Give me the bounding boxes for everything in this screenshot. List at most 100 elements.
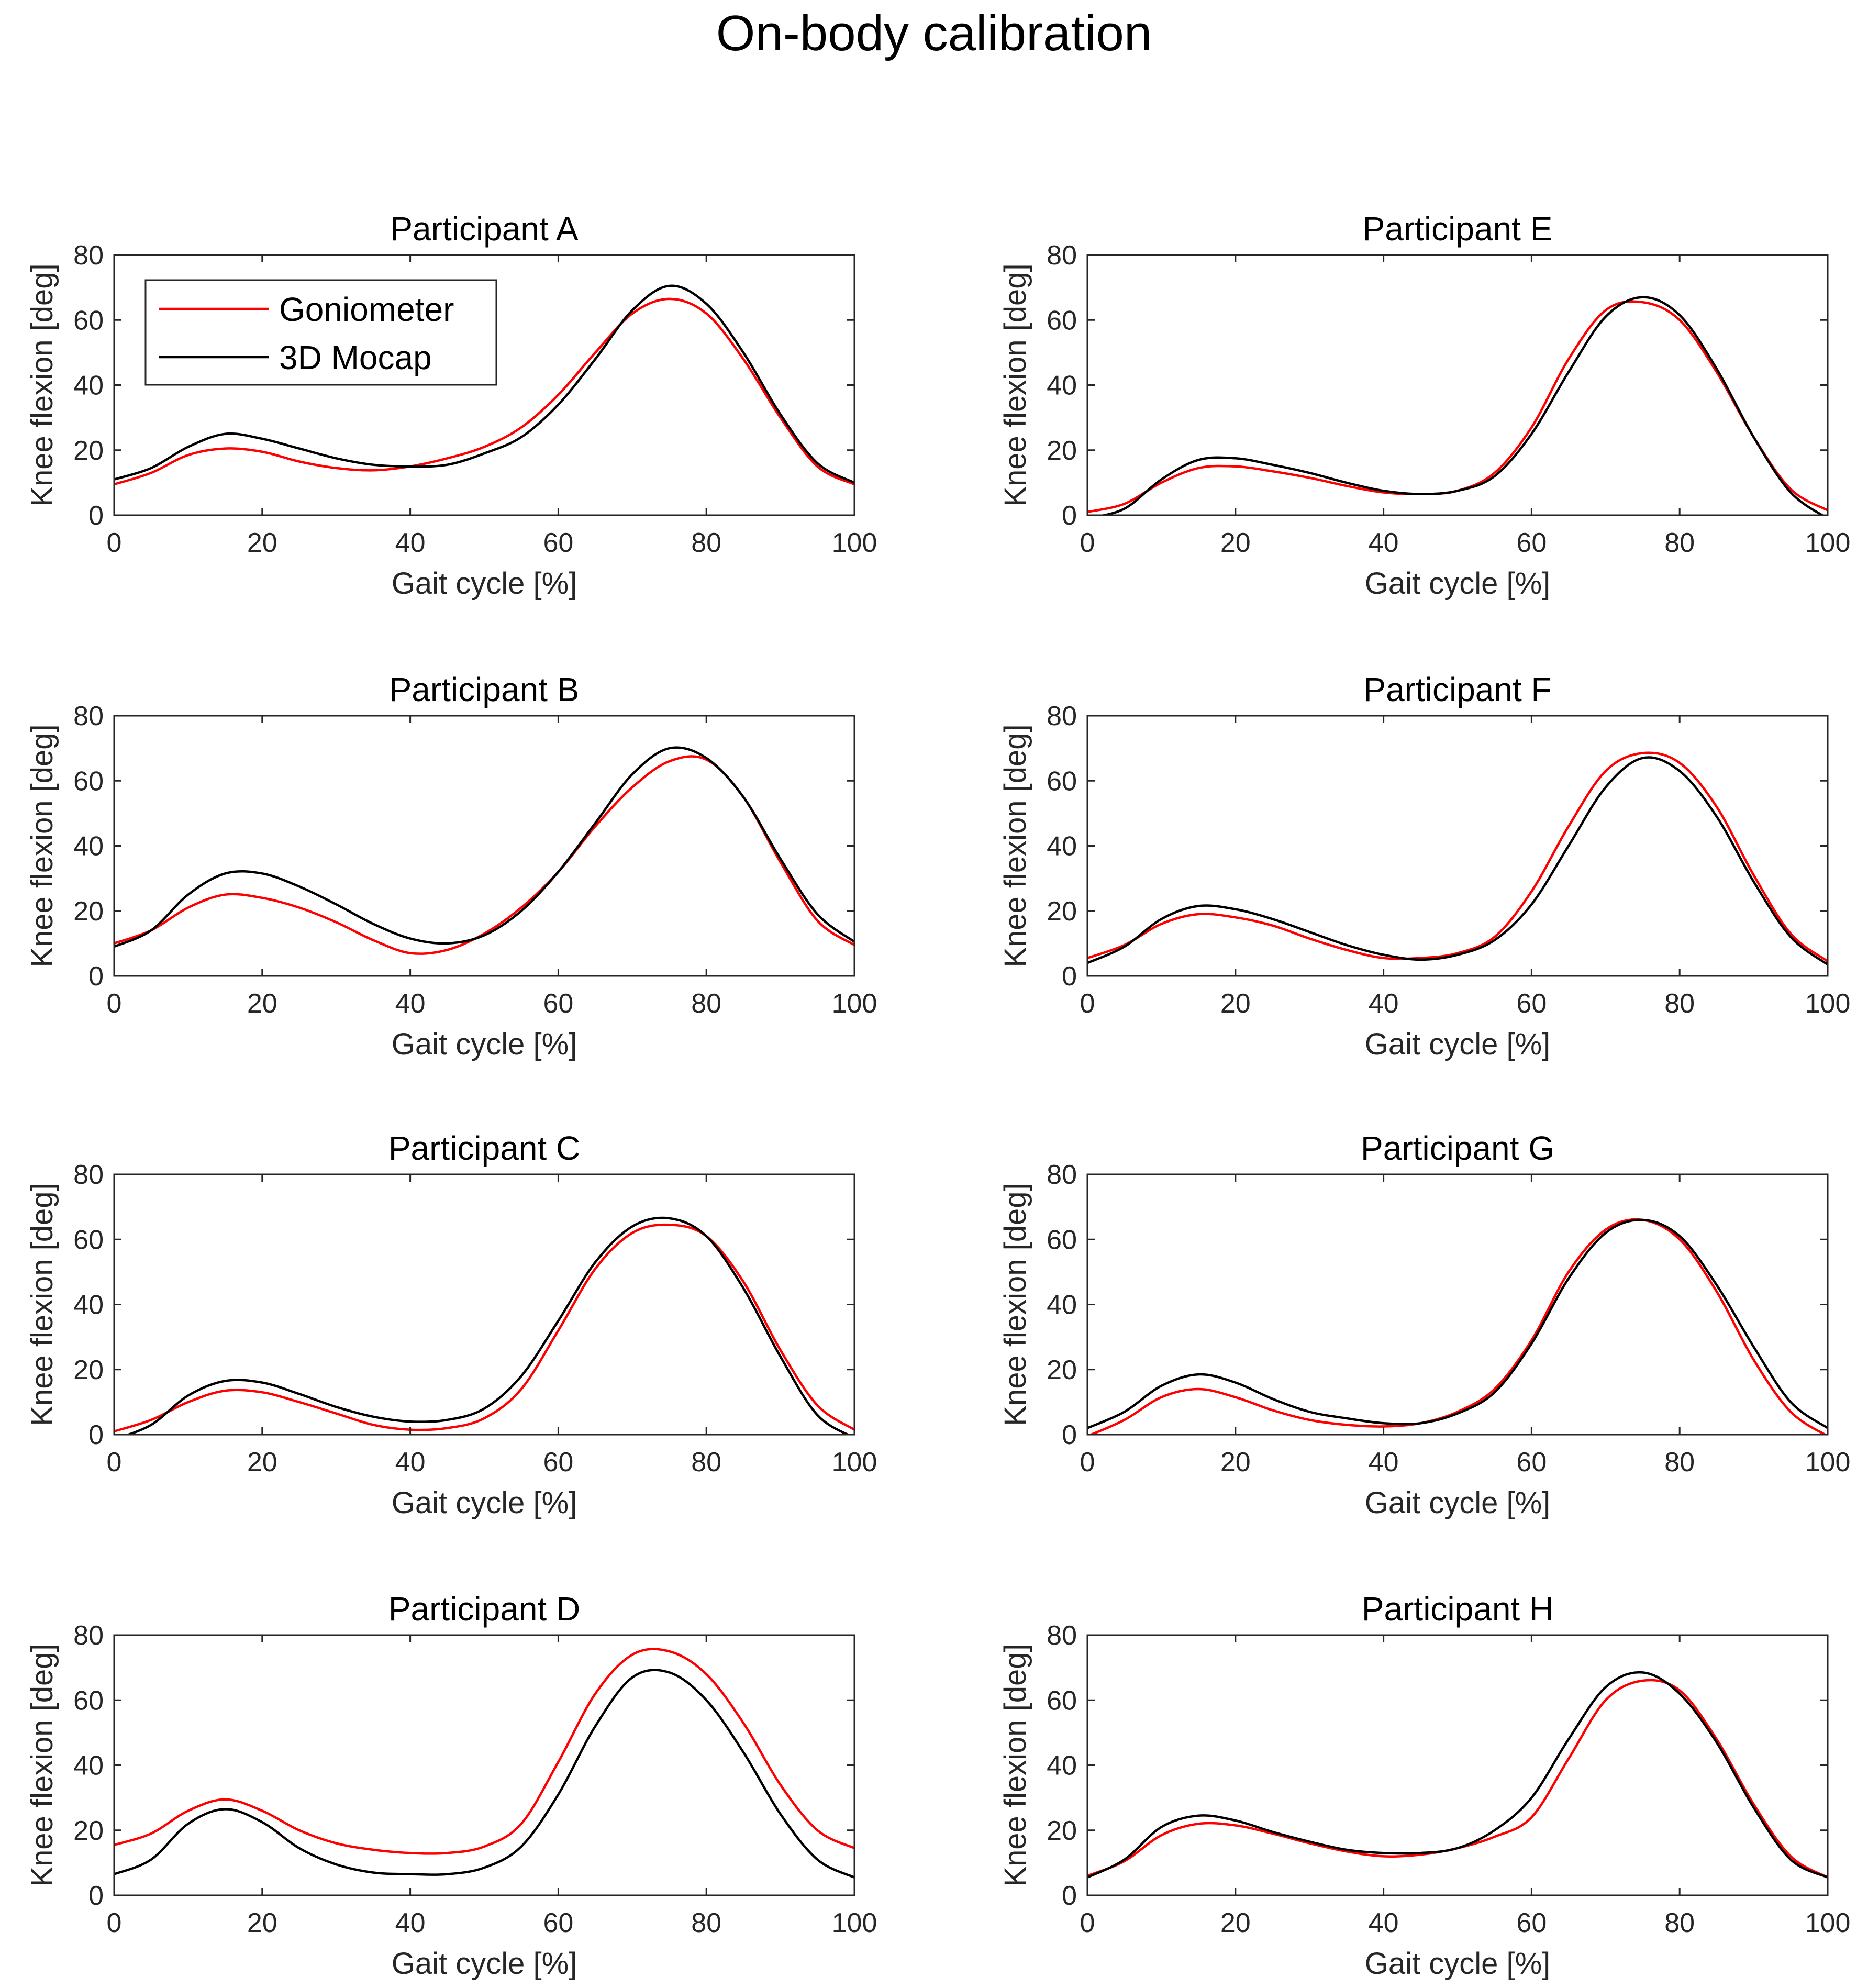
y-tick-label: 20: [73, 1816, 104, 1846]
x-tick-label: 0: [107, 528, 122, 558]
x-axis-label: Gait cycle [%]: [392, 567, 577, 601]
x-tick-label: 60: [543, 989, 573, 1019]
y-tick-label: 60: [1047, 1225, 1077, 1255]
y-tick-label: 80: [73, 701, 104, 731]
y-tick-label: 20: [1047, 436, 1077, 466]
y-tick-label: 80: [73, 1160, 104, 1190]
y-tick-label: 40: [1047, 371, 1077, 401]
x-tick-label: 40: [1369, 1908, 1399, 1938]
plot-area-frame: [113, 1634, 855, 1896]
y-tick-label: 40: [73, 1290, 104, 1320]
x-axis-label: Gait cycle [%]: [1365, 567, 1551, 601]
panel-participant-b: 0 20 40 60 80 100 0 20 40 60 80 Participant B Gait c…: [25, 671, 877, 1061]
y-axis-label: Knee flexion [deg]: [25, 1183, 59, 1426]
x-tick-label: 80: [691, 989, 721, 1019]
y-tick-label: 60: [1047, 1685, 1077, 1716]
x-tick-label: 40: [395, 1908, 426, 1938]
y-axis-label: Knee flexion [deg]: [998, 724, 1032, 967]
y-tick-label: 60: [73, 305, 104, 336]
panel-title: Participant D: [388, 1590, 580, 1628]
x-tick-label: 60: [1516, 1908, 1547, 1938]
y-tick-label: 20: [1047, 1816, 1077, 1846]
subplot-grid: 0 20 40 60 80 100 0 20 40 60 80 Participant A Gait c…: [25, 210, 1850, 1981]
panel-participant-d: 0 20 40 60 80 100 0 20 40 60 80 Participant D Gait c…: [25, 1590, 877, 1981]
y-tick-label: 0: [88, 1881, 104, 1911]
x-tick-label: 20: [247, 1447, 277, 1478]
plot-area-frame: [113, 1173, 855, 1436]
y-tick-label: 20: [1047, 896, 1077, 927]
y-tick-label: 60: [1047, 766, 1077, 796]
x-tick-label: 40: [1369, 989, 1399, 1019]
series-line-goniometer: [114, 297, 854, 486]
series-line-goniometer: [1087, 751, 1828, 962]
panel-participant-e: 0 20 40 60 80 100 0 20 40 60 80 Participant E Gait c…: [998, 210, 1850, 601]
series-line-3d-mocap: [1087, 1218, 1828, 1429]
y-tick-label: 80: [1047, 1620, 1077, 1651]
y-axis-label: Knee flexion [deg]: [998, 1183, 1032, 1426]
x-axis-label: Gait cycle [%]: [392, 1947, 577, 1981]
y-tick-label: 40: [73, 831, 104, 862]
x-tick-label: 40: [1369, 1447, 1399, 1478]
y-axis-label: Knee flexion [deg]: [25, 1643, 59, 1886]
x-tick-label: 60: [1516, 989, 1547, 1019]
series-line-3d-mocap: [1087, 756, 1828, 966]
x-tick-label: 20: [1220, 1447, 1251, 1478]
y-tick-label: 60: [73, 1225, 104, 1255]
panel-title: Participant B: [390, 671, 580, 708]
series-line-goniometer: [114, 1648, 854, 1855]
plot-area-frame: [1086, 715, 1829, 977]
y-tick-label: 40: [1047, 1751, 1077, 1781]
y-tick-label: 0: [1062, 1881, 1077, 1911]
panel-title: Participant A: [390, 210, 579, 248]
panel-participant-h: 0 20 40 60 80 100 0 20 40 60 80 Participant H Gait c…: [998, 1590, 1850, 1981]
x-tick-label: 80: [691, 1908, 721, 1938]
x-tick-label: 0: [107, 1447, 122, 1478]
x-axis-label: Gait cycle [%]: [392, 1027, 577, 1061]
x-tick-label: 80: [1664, 1908, 1695, 1938]
x-tick-label: 100: [1805, 989, 1851, 1019]
x-tick-label: 40: [395, 1447, 426, 1478]
legend-label-3d-mocap: 3D Mocap: [279, 339, 432, 376]
x-tick-label: 80: [1664, 989, 1695, 1019]
panel-participant-g: 0 20 40 60 80 100 0 20 40 60 80 Participant G Gait c…: [998, 1129, 1850, 1520]
x-tick-label: 60: [543, 1908, 573, 1938]
y-axis-label: Knee flexion [deg]: [25, 724, 59, 967]
x-tick-label: 40: [395, 989, 426, 1019]
y-tick-label: 40: [73, 1751, 104, 1781]
plot-area-frame: [1086, 1173, 1829, 1436]
series-line-3d-mocap: [114, 746, 854, 948]
series-line-goniometer: [114, 1223, 854, 1432]
y-axis-label: Knee flexion [deg]: [998, 263, 1032, 506]
x-tick-label: 40: [395, 528, 426, 558]
y-axis-label: Knee flexion [deg]: [25, 263, 59, 506]
x-tick-label: 100: [832, 989, 877, 1019]
x-tick-label: 20: [1220, 1908, 1251, 1938]
series-line-3d-mocap: [114, 284, 854, 484]
legend-box: [144, 279, 497, 386]
plot-area-frame: [1086, 1634, 1829, 1896]
x-tick-label: 100: [1805, 1447, 1851, 1478]
x-tick-label: 0: [1080, 989, 1095, 1019]
y-tick-label: 20: [1047, 1355, 1077, 1385]
x-tick-label: 60: [1516, 528, 1547, 558]
y-tick-label: 0: [88, 961, 104, 992]
y-tick-label: 20: [73, 896, 104, 927]
y-tick-label: 60: [73, 766, 104, 796]
x-tick-label: 20: [1220, 528, 1251, 558]
x-tick-label: 100: [832, 1908, 877, 1938]
plot-area-frame: [1086, 254, 1829, 516]
panel-participant-f: 0 20 40 60 80 100 0 20 40 60 80 Participant F Gait c…: [998, 671, 1850, 1061]
x-tick-label: 100: [1805, 528, 1851, 558]
panel-participant-c: 0 20 40 60 80 100 0 20 40 60 80 Participant C Gait c…: [25, 1129, 877, 1520]
x-tick-label: 80: [691, 1447, 721, 1478]
x-axis-label: Gait cycle [%]: [1365, 1947, 1551, 1981]
series-line-3d-mocap: [1098, 296, 1825, 515]
x-tick-label: 0: [1080, 528, 1095, 558]
x-tick-label: 0: [1080, 1908, 1095, 1938]
x-tick-label: 0: [107, 1908, 122, 1938]
x-axis-label: Gait cycle [%]: [392, 1486, 577, 1520]
x-tick-label: 40: [1369, 528, 1399, 558]
x-tick-label: 0: [1080, 1447, 1095, 1478]
x-tick-label: 20: [247, 989, 277, 1019]
y-tick-label: 0: [1062, 501, 1077, 531]
